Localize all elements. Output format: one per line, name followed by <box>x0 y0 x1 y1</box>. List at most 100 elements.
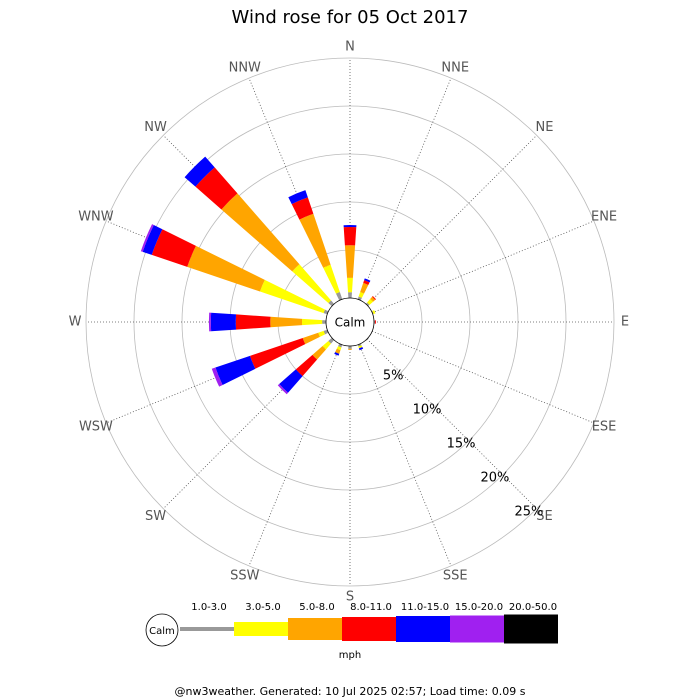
wedge-segment <box>211 367 223 387</box>
legend-calm <box>145 613 179 647</box>
direction-label: N <box>345 40 355 55</box>
wedge-segment <box>343 226 357 246</box>
wedge-segment <box>335 291 343 301</box>
direction-label: NNE <box>441 60 469 75</box>
legend-swatch <box>342 617 396 641</box>
spoke <box>366 135 537 306</box>
wedge-segment <box>374 320 376 324</box>
spoke <box>358 344 452 567</box>
calm-label: Calm <box>335 316 366 330</box>
wedge-segment <box>363 280 370 285</box>
wedge-segment <box>208 312 212 332</box>
wedge-segment <box>365 302 370 307</box>
wedge-segment <box>328 300 335 307</box>
wedge-segment <box>187 245 265 292</box>
wedge-segment <box>249 338 306 369</box>
spoke <box>372 330 595 424</box>
wedge-segment <box>357 343 362 347</box>
footer: @nw3weather. Generated: 10 Jul 2025 02:5… <box>175 685 526 698</box>
direction-label: W <box>69 315 82 330</box>
direction-label: NE <box>535 120 553 135</box>
wedge-segment <box>347 277 353 293</box>
direction-label: NNW <box>229 60 261 75</box>
legend-calm-label: Calm <box>149 626 175 637</box>
legend-label: 15.0-20.0 <box>455 602 503 613</box>
wedge-segment <box>318 330 326 337</box>
wedge-segment <box>277 383 289 395</box>
wedge-segment <box>372 310 376 314</box>
wedge-segment <box>151 229 196 267</box>
wedge-segment <box>302 332 320 345</box>
wedge-segment <box>364 278 371 283</box>
legend-swatch <box>504 614 558 644</box>
direction-label: E <box>621 315 629 330</box>
wedge-segment <box>299 213 331 268</box>
spoke <box>248 344 342 567</box>
legend-label: 11.0-15.0 <box>401 602 449 613</box>
wedge-segment <box>335 348 341 354</box>
legend-swatch <box>180 627 234 631</box>
ring-label: 25% <box>514 504 543 519</box>
wedge-segment <box>195 167 238 210</box>
wedge-segment <box>348 345 352 349</box>
wedge-segment <box>367 298 374 305</box>
wedge-segment <box>348 292 352 299</box>
direction-label: SE <box>536 509 552 524</box>
wedge-segment <box>360 282 369 294</box>
legend-label: 3.0-5.0 <box>245 602 280 613</box>
wedge-segment <box>270 316 303 328</box>
wedge-segment <box>215 355 256 385</box>
direction-label: ENE <box>591 209 617 224</box>
wedge-segment <box>291 197 314 220</box>
wedge-segment <box>328 337 335 344</box>
wedge-segment <box>322 340 332 350</box>
direction-label: SW <box>145 509 166 524</box>
wedge-segment <box>210 312 237 332</box>
legend-label: 8.0-11.0 <box>350 602 392 613</box>
grid-ring <box>85 57 615 587</box>
ring-label: 5% <box>383 369 404 384</box>
ring-label: 20% <box>481 470 510 485</box>
wedge-segment <box>322 320 327 324</box>
wedge-segment <box>336 346 342 351</box>
ring-label: 15% <box>447 437 476 452</box>
legend-label: 5.0-8.0 <box>299 602 334 613</box>
wedge-segment <box>142 225 163 255</box>
wedge-segment <box>323 264 340 294</box>
direction-label: WSW <box>79 420 113 435</box>
legend-swatch <box>288 618 342 640</box>
wedge-segment <box>365 337 369 341</box>
wedge-segment <box>358 291 365 298</box>
direction-label: WNW <box>78 209 114 224</box>
wedge-segment <box>372 295 377 300</box>
spoke <box>372 220 595 314</box>
legend-unit: mph <box>339 650 361 661</box>
wedge-segment <box>348 348 352 350</box>
direction-label: NW <box>144 120 167 135</box>
wedge-segment <box>259 279 326 314</box>
wedge-segment <box>358 345 363 349</box>
wedge-segment <box>302 318 323 326</box>
calm-circle <box>325 297 375 347</box>
wedge-segment <box>279 369 303 393</box>
wedge-segment <box>292 264 332 304</box>
legend-swatch <box>450 615 504 643</box>
legend-swatch <box>396 616 450 642</box>
wedge-segment <box>358 346 364 351</box>
wedge-segment <box>344 245 356 278</box>
wedge-segment <box>221 193 300 272</box>
chart-title: Wind rose for 05 Oct 2017 <box>232 7 469 28</box>
wedge-segment <box>184 156 215 187</box>
wedge-segment <box>370 296 376 302</box>
direction-label: S <box>346 590 354 605</box>
direction-label: SSW <box>230 569 260 584</box>
spoke <box>366 338 537 509</box>
wedge-segment <box>140 224 154 252</box>
wedge-segment <box>235 314 271 330</box>
legend-swatch <box>234 622 288 636</box>
wedge-segment <box>334 352 340 356</box>
wedge-segment <box>343 225 357 228</box>
direction-label: SSE <box>443 569 468 584</box>
wedge-segment <box>295 354 318 377</box>
